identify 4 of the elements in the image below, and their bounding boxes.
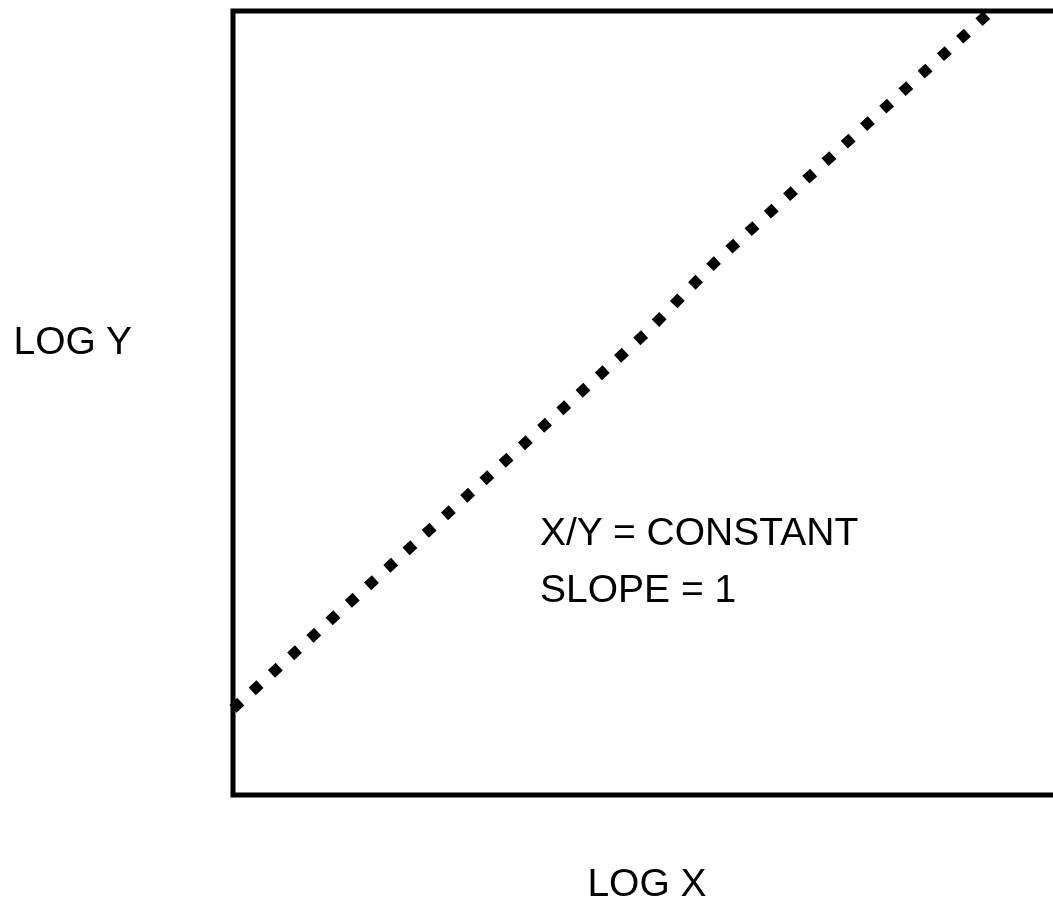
annotation: SLOPE = 1: [540, 567, 737, 610]
x-axis-title: LOG X: [587, 860, 707, 902]
y-axis-title: LOG Y: [13, 318, 133, 362]
annotation: X/Y = CONSTANT: [540, 510, 859, 553]
